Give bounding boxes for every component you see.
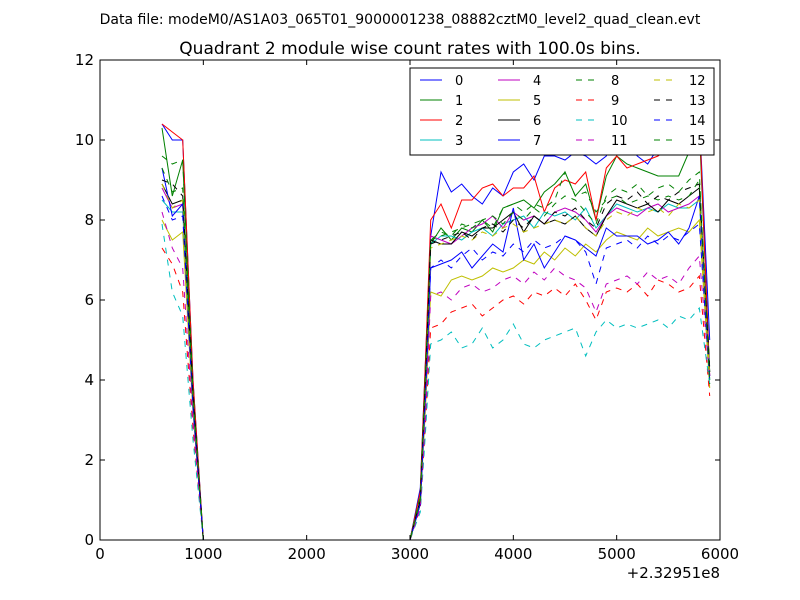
legend-label-3: 3 xyxy=(455,134,463,149)
legend-label-13: 13 xyxy=(689,94,706,109)
legend-label-14: 14 xyxy=(689,114,706,129)
series-line-12 xyxy=(161,183,711,541)
series-line-1 xyxy=(161,127,711,541)
series-line-3 xyxy=(161,199,711,541)
series-line-11 xyxy=(161,211,711,541)
series-line-6 xyxy=(161,183,711,541)
x-tick-label: 2000 xyxy=(288,545,326,563)
x-tick-label: 0 xyxy=(95,545,105,563)
legend-label-2: 2 xyxy=(455,114,463,129)
suptitle: Data file: modeM0/AS1A03_065T01_90000012… xyxy=(100,12,701,28)
x-tick-label: 6000 xyxy=(701,545,739,563)
legend-label-8: 8 xyxy=(611,74,619,89)
y-tick-label: 4 xyxy=(84,371,94,389)
legend-label-15: 15 xyxy=(689,134,706,149)
chart-title: Quadrant 2 module wise count rates with … xyxy=(179,39,640,59)
legend-label-7: 7 xyxy=(533,134,541,149)
series-line-0 xyxy=(161,115,711,541)
y-tick-label: 10 xyxy=(75,131,94,149)
legend-label-12: 12 xyxy=(689,74,706,89)
legend-label-1: 1 xyxy=(455,94,463,109)
series-line-7 xyxy=(161,167,711,541)
x-tick-label: 5000 xyxy=(598,545,636,563)
legend-label-6: 6 xyxy=(533,114,541,129)
series-line-15 xyxy=(161,167,711,541)
plot-lines xyxy=(161,115,711,541)
legend-label-5: 5 xyxy=(533,94,541,109)
x-tick-label: 4000 xyxy=(494,545,532,563)
series-line-5 xyxy=(161,218,711,541)
legend-label-11: 11 xyxy=(611,134,628,149)
legend-label-0: 0 xyxy=(455,74,463,89)
x-offset-label: +2.32951e8 xyxy=(627,564,720,582)
series-line-2 xyxy=(161,115,711,541)
y-tick-label: 12 xyxy=(75,51,94,69)
x-tick-label: 3000 xyxy=(391,545,429,563)
y-tick-label: 2 xyxy=(84,451,94,469)
y-tick-label: 6 xyxy=(84,291,94,309)
series-line-9 xyxy=(161,247,711,541)
legend-label-10: 10 xyxy=(611,114,628,129)
y-tick-label: 8 xyxy=(84,211,94,229)
series-line-10 xyxy=(161,223,711,541)
legend-box xyxy=(409,67,715,156)
series-line-13 xyxy=(161,179,711,541)
series-line-8 xyxy=(161,155,711,541)
legend-label-9: 9 xyxy=(611,94,619,109)
series-line-14 xyxy=(161,195,711,541)
legend-label-4: 4 xyxy=(533,74,541,89)
x-tick-label: 1000 xyxy=(184,545,222,563)
y-tick-label: 0 xyxy=(84,531,94,549)
